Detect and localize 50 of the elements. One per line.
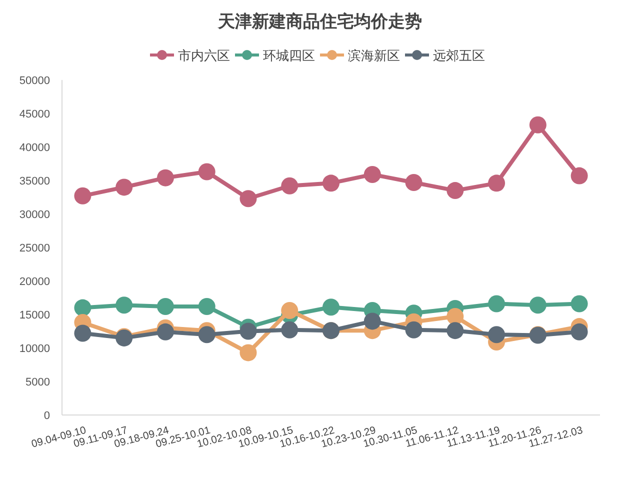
y-tick-label: 5000 xyxy=(26,376,50,388)
point xyxy=(446,322,464,340)
y-tick-label: 15000 xyxy=(19,310,50,322)
y-tick-label: 50000 xyxy=(19,75,50,87)
point xyxy=(198,298,216,315)
point xyxy=(488,295,506,312)
point xyxy=(405,174,422,192)
point xyxy=(446,308,464,326)
point xyxy=(240,344,257,362)
point xyxy=(240,190,257,208)
point xyxy=(405,321,422,338)
point xyxy=(570,167,588,184)
point xyxy=(116,178,133,196)
point xyxy=(156,323,174,340)
point xyxy=(322,298,340,316)
y-tick-label: 40000 xyxy=(19,142,50,154)
point xyxy=(198,326,216,344)
point xyxy=(281,177,298,194)
point xyxy=(281,302,298,319)
point xyxy=(74,324,92,342)
point xyxy=(156,169,174,186)
y-tick-label: 0 xyxy=(44,410,50,422)
chart-title: 天津新建商品住宅均价走势 xyxy=(217,12,422,31)
point xyxy=(488,174,506,192)
legend-label: 环城四区 xyxy=(263,48,315,63)
point xyxy=(570,295,588,312)
point xyxy=(364,166,381,183)
y-tick-label: 25000 xyxy=(19,242,50,254)
legend-label: 滨海新区 xyxy=(348,48,400,63)
point xyxy=(281,321,298,338)
point xyxy=(488,326,506,344)
y-tick-label: 35000 xyxy=(19,176,50,188)
y-tick-label: 30000 xyxy=(19,209,50,221)
y-tick-label: 10000 xyxy=(19,343,50,355)
point xyxy=(156,298,174,315)
y-tick-label: 45000 xyxy=(19,108,50,120)
point xyxy=(529,296,546,314)
point xyxy=(446,182,464,200)
point xyxy=(364,312,381,330)
point xyxy=(116,296,133,314)
point xyxy=(240,322,257,340)
point xyxy=(198,163,216,180)
point xyxy=(74,187,92,204)
point xyxy=(529,116,546,134)
point xyxy=(570,323,588,340)
legend-label: 市内六区 xyxy=(178,48,230,63)
point xyxy=(322,174,340,192)
y-tick-label: 20000 xyxy=(19,276,50,288)
legend-label: 远郊五区 xyxy=(433,48,485,63)
point xyxy=(74,299,92,316)
